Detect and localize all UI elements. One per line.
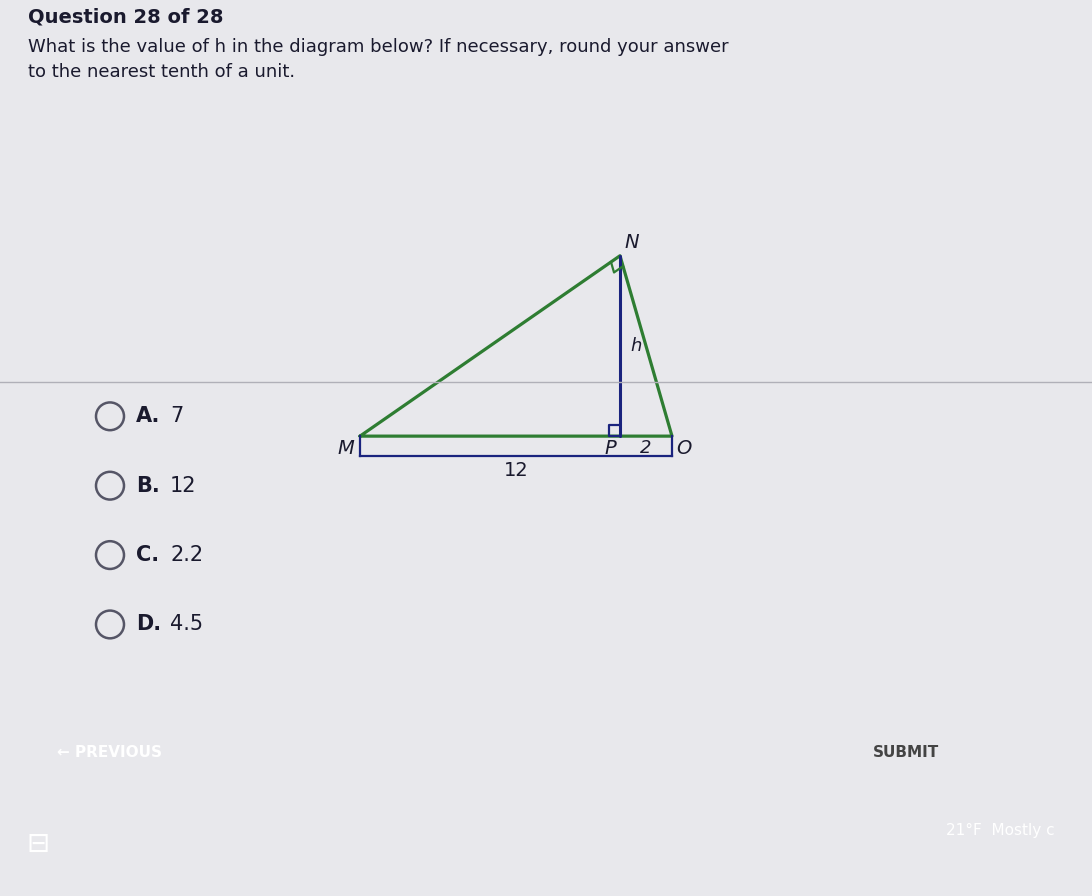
Text: SUBMIT: SUBMIT: [874, 745, 939, 760]
Text: A.: A.: [136, 406, 161, 426]
Text: ⊟: ⊟: [26, 830, 49, 858]
Text: M: M: [337, 439, 354, 458]
Text: to the nearest tenth of a unit.: to the nearest tenth of a unit.: [28, 64, 295, 82]
Text: N: N: [624, 233, 639, 252]
Text: O: O: [676, 439, 691, 458]
Text: 21°F  Mostly c: 21°F Mostly c: [947, 823, 1055, 839]
Text: 2.2: 2.2: [170, 545, 203, 565]
Text: 7: 7: [170, 406, 183, 426]
Text: B.: B.: [136, 476, 159, 495]
Text: C.: C.: [136, 545, 159, 565]
Text: Question 28 of 28: Question 28 of 28: [28, 8, 224, 27]
Text: What is the value of h in the diagram below? If necessary, round your answer: What is the value of h in the diagram be…: [28, 38, 728, 56]
Text: 4.5: 4.5: [170, 615, 203, 634]
Text: h: h: [630, 337, 641, 355]
Text: ← PREVIOUS: ← PREVIOUS: [57, 745, 162, 760]
Text: 2: 2: [640, 439, 652, 457]
Text: 12: 12: [503, 461, 529, 480]
Text: D.: D.: [136, 615, 162, 634]
Text: P: P: [604, 439, 616, 458]
Text: 12: 12: [170, 476, 197, 495]
